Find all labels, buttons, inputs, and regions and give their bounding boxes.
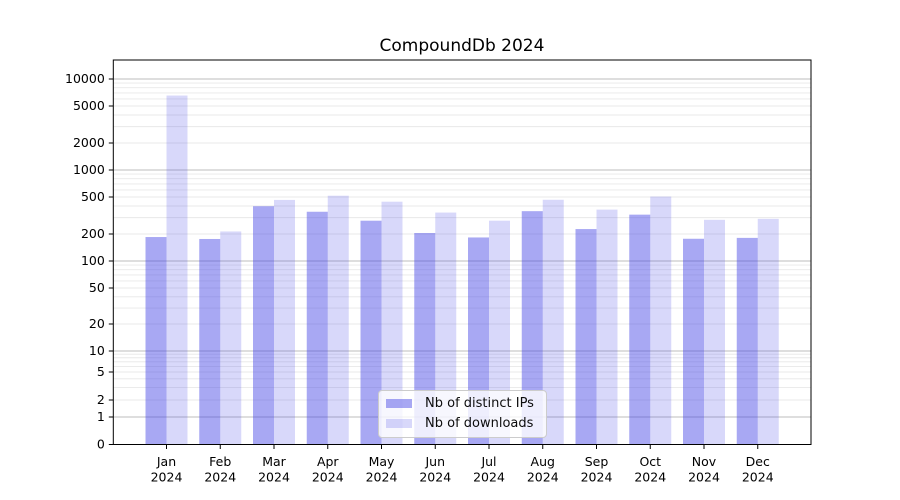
legend-item-distinct-ips: Nb of distinct IPs: [386, 396, 534, 411]
bar-downloads-mar: [274, 199, 295, 445]
gridlines-minor: [113, 82, 811, 401]
bar-distinct-ips-mar: [253, 206, 274, 445]
legend-swatch-distinct-ips: [386, 399, 412, 408]
bar-distinct-ips-dec: [736, 237, 758, 445]
x-tick-label-jul: Jul 2024: [473, 454, 505, 485]
x-tick-label-jan: Jan 2024: [151, 454, 183, 485]
x-tick-label-oct: Oct 2024: [634, 454, 666, 485]
bar-downloads-oct: [650, 196, 672, 445]
bar-downloads-jan: [166, 95, 188, 445]
bar-distinct-ips-may: [360, 220, 382, 445]
y-tick-label-10: 10: [89, 343, 105, 358]
x-tick-label-sep: Sep 2024: [581, 454, 613, 485]
legend-item-downloads: Nb of downloads: [386, 416, 534, 431]
bar-downloads-dec: [757, 218, 779, 445]
x-tick-label-may: May 2024: [366, 454, 398, 485]
bar-distinct-ips-apr: [306, 211, 328, 445]
bar-downloads-sep: [596, 209, 618, 445]
legend: Nb of distinct IPs Nb of downloads: [378, 390, 547, 438]
y-tick-label-100: 100: [81, 253, 105, 268]
bar-downloads-may: [381, 201, 403, 445]
x-tick-label-mar: Mar 2024: [258, 454, 290, 485]
bar-distinct-ips-jan: [145, 237, 167, 445]
y-tick-label-2: 2: [97, 392, 105, 407]
y-axis-labels: 0 1 2 5 10 20 50 100 200 500 1000 2000 5000 10000: [65, 71, 114, 452]
bar-downloads-jul: [489, 220, 510, 445]
bar-distinct-ips-feb: [199, 238, 221, 445]
y-tick-label-500: 500: [81, 189, 105, 204]
legend-label-downloads: Nb of downloads: [425, 416, 534, 431]
x-tick-label-nov: Nov 2024: [688, 454, 720, 485]
legend-label-distinct-ips: Nb of distinct IPs: [425, 396, 534, 411]
y-tick-label-5: 5: [97, 364, 105, 379]
bar-distinct-ips-nov: [683, 238, 704, 445]
bar-distinct-ips-aug: [521, 211, 543, 445]
x-tick-label-dec: Dec 2024: [742, 454, 774, 485]
y-tick-label-2000: 2000: [73, 135, 105, 150]
bar-downloads-nov: [704, 219, 725, 445]
bar-downloads-feb: [220, 231, 242, 445]
chart-title: CompoundDb 2024: [379, 36, 545, 56]
y-tick-label-200: 200: [81, 226, 105, 241]
y-tick-label-10000: 10000: [65, 71, 105, 86]
y-tick-label-50: 50: [89, 280, 105, 295]
x-tick-label-jun: Jun 2024: [419, 454, 451, 485]
bar-downloads-apr: [327, 195, 349, 445]
x-axis-labels: Jan 2024 Feb 2024 Mar 2024 Apr 2024 May 2024 Jun 20…: [151, 444, 774, 485]
y-tick-label-0: 0: [97, 437, 105, 452]
x-tick-label-apr: Apr 2024: [312, 454, 344, 485]
bar-downloads-jun: [435, 212, 457, 445]
x-tick-label-aug: Aug 2024: [527, 454, 559, 485]
bar-distinct-ips-sep: [575, 229, 597, 445]
x-tick-label-feb: Feb 2024: [204, 454, 236, 485]
legend-swatch-downloads: [386, 419, 412, 428]
y-tick-label-1000: 1000: [73, 162, 105, 177]
y-tick-label-20: 20: [89, 316, 105, 331]
bar-distinct-ips-oct: [629, 214, 651, 445]
plot-frame: [112, 59, 812, 445]
y-tick-label-1: 1: [97, 409, 105, 424]
bar-downloads-aug: [542, 199, 564, 445]
y-tick-label-5000: 5000: [73, 98, 105, 113]
